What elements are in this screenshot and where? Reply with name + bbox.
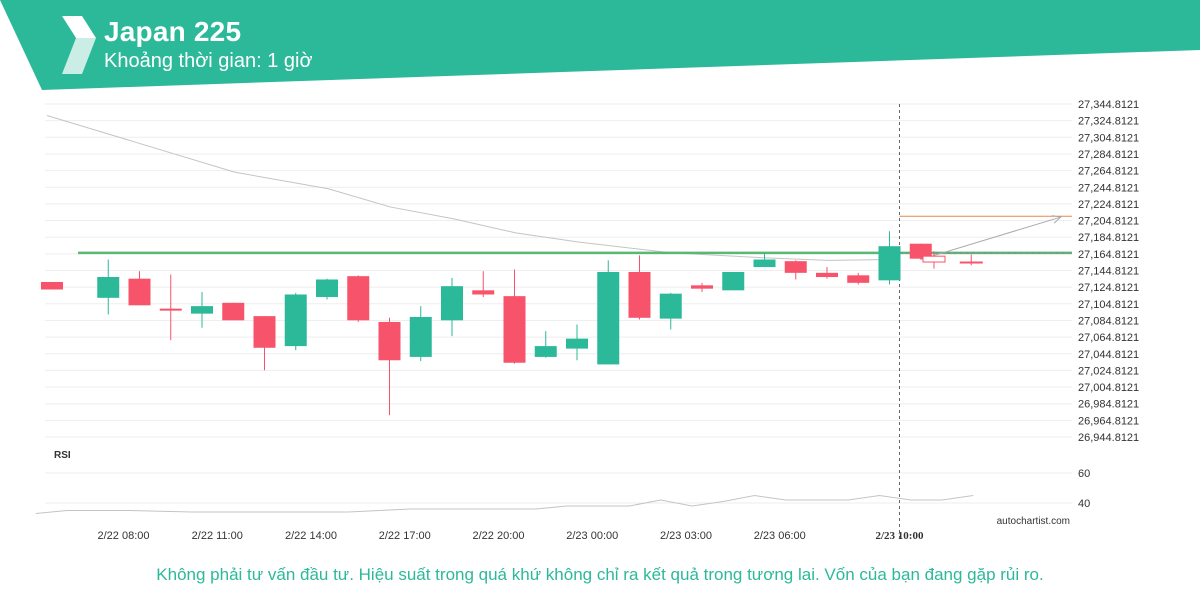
candle-body [753,259,776,268]
price-tick-label: 26,944.8121 [1078,432,1139,444]
candle-body [722,272,745,291]
time-tick-label: 2/22 14:00 [285,530,337,542]
price-tick-label: 27,264.8121 [1078,166,1139,178]
candle-body [659,293,682,319]
projected-candle-body [959,261,983,264]
candle-body [878,246,901,281]
price-tick-label: 27,024.8121 [1078,365,1139,377]
price-tick-label: 27,324.8121 [1078,116,1139,128]
price-tick-label: 27,104.8121 [1078,299,1139,311]
time-tick-label: 2/23 06:00 [754,530,806,542]
price-tick-label: 27,144.8121 [1078,266,1139,278]
moving-average-line [46,115,891,261]
candle-body [847,275,870,283]
header-band: Japan 225 Khoảng thời gian: 1 giờ [0,0,1200,90]
price-tick-label: 27,304.8121 [1078,132,1139,144]
candle-body [534,346,557,357]
candle-body [441,286,463,321]
disclaimer-text: Không phải tư vấn đầu tư. Hiệu suất tron… [156,565,1044,584]
candle-body [816,272,838,278]
price-tick-label: 26,964.8121 [1078,415,1139,427]
candle-body [784,261,807,273]
time-tick-label: 2/22 20:00 [473,530,525,542]
price-tick-label: 27,204.8121 [1078,216,1139,228]
time-tick-label: 2/22 08:00 [98,530,150,542]
price-tick-label: 27,184.8121 [1078,232,1139,244]
candle-body [97,277,120,298]
time-tick-label: 2/23 00:00 [566,530,618,542]
candle-body [472,290,495,295]
price-tick-label: 27,044.8121 [1078,349,1139,361]
candle-body [41,281,63,290]
instrument-title: Japan 225 [104,16,242,47]
candle-body [628,272,651,318]
candle-body [222,302,245,321]
time-tick-label: 2/23 03:00 [660,530,712,542]
candle-body [316,279,338,297]
candle-body [284,294,307,347]
candle-body [691,285,713,289]
timeframe-subtitle: Khoảng thời gian: 1 giờ [104,50,313,72]
candle-body [503,296,526,363]
price-tick-label: 27,344.8121 [1078,99,1139,111]
watermark-text: autochartist.com [997,516,1070,527]
candle-body [909,243,932,259]
price-tick-label: 27,224.8121 [1078,199,1139,211]
price-tick-label: 27,164.8121 [1078,249,1139,261]
candle-body [597,272,620,365]
candle-body [409,316,432,357]
candlestick-chart: 27,344.8121 27,324.8121 27,304.8121 27,284.… [35,99,1139,542]
price-tick-label: 27,004.8121 [1078,382,1139,394]
candle-body [159,308,182,311]
time-tick-label: 2/22 11:00 [192,530,243,542]
autochartist-logo-icon [62,16,96,74]
price-tick-label: 27,084.8121 [1078,315,1139,327]
rsi-tick-label: 60 [1078,468,1090,480]
rsi-line [35,494,974,514]
time-tick-label: 2/23 10:00 [876,530,924,542]
forecast-arrow-line [920,216,1061,260]
price-tick-label: 27,284.8121 [1078,149,1139,161]
candle-body [128,278,151,306]
price-tick-label: 26,984.8121 [1078,399,1139,411]
candle-body [378,321,401,361]
price-tick-label: 27,244.8121 [1078,182,1139,194]
price-tick-label: 27,064.8121 [1078,332,1139,344]
projected-candle-body [922,255,946,263]
rsi-label: RSI [54,450,71,461]
candle-body [191,306,213,314]
price-tick-label: 27,124.8121 [1078,282,1139,294]
rsi-tick-label: 40 [1078,498,1090,510]
header-background [0,0,1200,90]
forecast-arrow-head [1051,215,1062,224]
candle-body [566,338,588,349]
time-tick-label: 2/22 17:00 [379,530,431,542]
candle-body [347,276,370,321]
candle-body [253,316,276,348]
